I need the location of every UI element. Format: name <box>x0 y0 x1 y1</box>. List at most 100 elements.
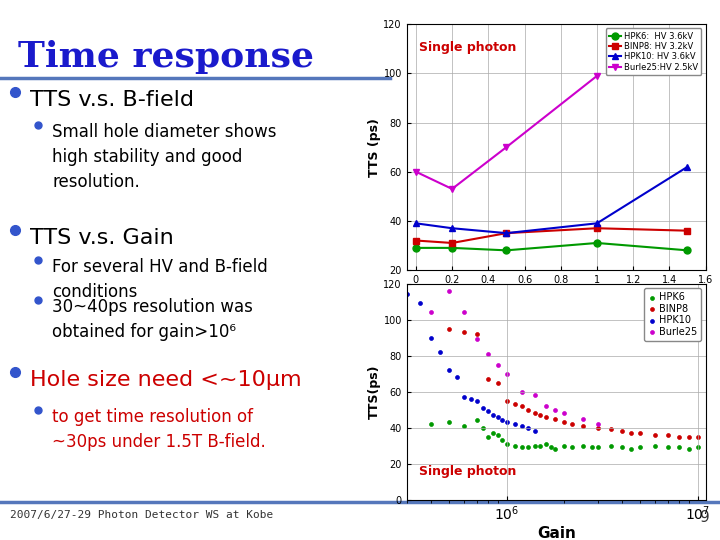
HPK10 <box>459 393 470 401</box>
Line: HPK6:  HV 3.6kV: HPK6: HV 3.6kV <box>413 240 691 254</box>
Burle25 <box>459 308 470 316</box>
HPK6 <box>592 443 603 451</box>
BINP8: HV 3.2kV: (0, 32): HV 3.2kV: (0, 32) <box>412 237 420 244</box>
Burle25 <box>549 405 561 414</box>
BINP8 <box>626 429 637 437</box>
HPK6 <box>649 441 661 450</box>
BINP8 <box>577 421 588 430</box>
HPK10 <box>435 348 446 356</box>
BINP8: HV 3.2kV: (0.5, 35): HV 3.2kV: (0.5, 35) <box>502 230 510 237</box>
BINP8 <box>492 378 504 387</box>
Burle25 <box>444 286 455 295</box>
HPK6:  HV 3.6kV: (0.2, 29): HV 3.6kV: (0.2, 29) <box>448 245 456 251</box>
HPK6 <box>516 443 528 451</box>
Burle25:HV 2.5kV <box>412 168 420 175</box>
Burle25 <box>592 420 603 428</box>
HPK6 <box>567 443 578 451</box>
Line: Burle25:HV 2.5kV: Burle25:HV 2.5kV <box>413 72 600 192</box>
BINP8 <box>634 429 646 437</box>
HPK6:  HV 3.6kV: (1.5, 28): HV 3.6kV: (1.5, 28) <box>683 247 692 254</box>
HPK10 <box>501 418 513 427</box>
BINP8 <box>516 402 528 410</box>
BINP8: HV 3.2kV: (1, 37): HV 3.2kV: (1, 37) <box>593 225 601 232</box>
HPK10: HV 3.6kV: (0.5, 35): HV 3.6kV: (0.5, 35) <box>502 230 510 237</box>
HPK10: HV 3.6kV: (1.5, 62): HV 3.6kV: (1.5, 62) <box>683 164 692 170</box>
Burle25 <box>472 335 483 343</box>
BINP8 <box>540 413 552 421</box>
Burle25 <box>577 414 588 423</box>
HPK6 <box>673 443 685 451</box>
HPK6 <box>559 441 570 450</box>
HPK10 <box>425 333 436 342</box>
HPK6 <box>616 443 627 451</box>
Y-axis label: TTS(ps): TTS(ps) <box>368 364 381 418</box>
HPK6 <box>501 440 513 448</box>
BINP8 <box>549 414 561 423</box>
HPK6 <box>425 420 436 428</box>
Text: Single photon: Single photon <box>419 42 516 55</box>
Legend: HPK6:  HV 3.6kV, BINP8: HV 3.2kV, HPK10: HV 3.6kV, Burle25:HV 2.5kV: HPK6: HV 3.6kV, BINP8: HV 3.2kV, HPK10: … <box>606 29 701 75</box>
BINP8 <box>616 427 627 435</box>
HPK10 <box>477 403 489 412</box>
Text: Small hole diameter shows
high stability and good
resolution.: Small hole diameter shows high stability… <box>52 123 276 191</box>
X-axis label: Gain: Gain <box>537 526 575 540</box>
HPK6 <box>528 441 540 450</box>
BINP8 <box>662 430 674 439</box>
BINP8 <box>509 400 521 408</box>
Burle25 <box>492 360 504 369</box>
Burle25 <box>528 391 540 400</box>
Burle25:HV 2.5kV <box>593 73 601 79</box>
Y-axis label: TTS (ps): TTS (ps) <box>368 118 381 177</box>
Burle25:HV 2.5kV <box>448 186 456 192</box>
BINP8 <box>528 409 540 417</box>
HPK10 <box>528 427 540 435</box>
BINP8: HV 3.2kV: (1.5, 36): HV 3.2kV: (1.5, 36) <box>683 227 692 234</box>
BINP8 <box>459 328 470 336</box>
Burle25 <box>482 349 494 358</box>
HPK6 <box>545 443 557 451</box>
HPK6 <box>626 445 637 454</box>
HPK10 <box>401 290 413 299</box>
HPK10 <box>444 366 455 374</box>
HPK10 <box>516 421 528 430</box>
BINP8 <box>534 410 546 419</box>
HPK6 <box>497 436 508 444</box>
HPK6:  HV 3.6kV: (0, 29): HV 3.6kV: (0, 29) <box>412 245 420 251</box>
BINP8 <box>683 432 695 441</box>
HPK6 <box>472 416 483 424</box>
HPK6 <box>459 421 470 430</box>
BINP8 <box>472 329 483 338</box>
Burle25 <box>516 387 528 396</box>
HPK6 <box>540 440 552 448</box>
Text: 30~40ps resolution was
obtained for gain>10⁶: 30~40ps resolution was obtained for gain… <box>52 298 253 341</box>
Text: to get time resolution of
~30ps under 1.5T B-field.: to get time resolution of ~30ps under 1.… <box>52 408 266 451</box>
HPK10 <box>487 410 499 419</box>
Text: 2007/6/27-29 Photon Detector WS at Kobe: 2007/6/27-29 Photon Detector WS at Kobe <box>10 510 274 520</box>
Text: TTS v.s. Gain: TTS v.s. Gain <box>30 228 174 248</box>
Text: Hole size need <~10μm: Hole size need <~10μm <box>30 370 302 390</box>
Burle25 <box>501 369 513 378</box>
Text: Single photon: Single photon <box>419 465 516 478</box>
HPK6 <box>492 430 504 439</box>
HPK6 <box>586 443 598 451</box>
Line: BINP8: HV 3.2kV: BINP8: HV 3.2kV <box>413 225 691 246</box>
BINP8 <box>605 425 616 434</box>
HPK6 <box>487 429 499 437</box>
HPK10 <box>492 413 504 421</box>
HPK6 <box>523 443 534 451</box>
BINP8 <box>592 423 603 432</box>
HPK10 <box>497 416 508 424</box>
HPK6 <box>477 423 489 432</box>
HPK6 <box>509 441 521 450</box>
BINP8: HV 3.2kV: (0.2, 31): HV 3.2kV: (0.2, 31) <box>448 240 456 246</box>
Text: TTS v.s. B-field: TTS v.s. B-field <box>30 90 194 110</box>
HPK6 <box>692 443 703 451</box>
Burle25 <box>540 402 552 410</box>
HPK10: HV 3.6kV: (0.2, 37): HV 3.6kV: (0.2, 37) <box>448 225 456 232</box>
BINP8 <box>649 430 661 439</box>
HPK6 <box>534 441 546 450</box>
HPK6 <box>605 441 616 450</box>
HPK10 <box>482 407 494 416</box>
Legend: HPK6, BINP8, HPK10, Burle25: HPK6, BINP8, HPK10, Burle25 <box>644 288 701 341</box>
Text: Time response: Time response <box>18 40 314 74</box>
